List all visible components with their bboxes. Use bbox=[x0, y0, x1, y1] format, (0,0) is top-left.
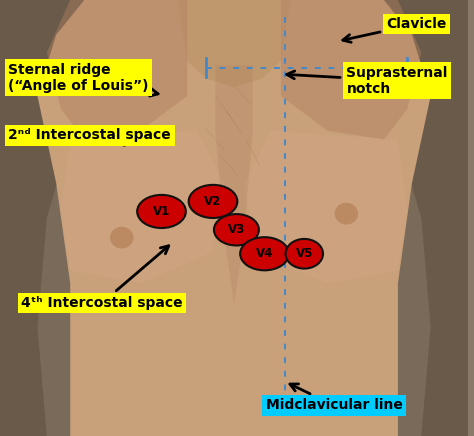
Circle shape bbox=[335, 203, 358, 225]
Text: V2: V2 bbox=[204, 195, 222, 208]
Polygon shape bbox=[365, 0, 468, 436]
Text: Sternal ridge
(“Angle of Louis”): Sternal ridge (“Angle of Louis”) bbox=[9, 62, 158, 96]
Text: V4: V4 bbox=[256, 247, 273, 260]
Circle shape bbox=[110, 227, 133, 249]
Polygon shape bbox=[178, 0, 290, 87]
Ellipse shape bbox=[137, 195, 186, 228]
Polygon shape bbox=[281, 0, 421, 140]
Text: V3: V3 bbox=[228, 223, 245, 236]
Text: V5: V5 bbox=[296, 247, 313, 260]
Ellipse shape bbox=[285, 239, 323, 269]
Ellipse shape bbox=[214, 214, 259, 245]
Polygon shape bbox=[0, 0, 103, 436]
Polygon shape bbox=[61, 131, 225, 283]
Text: Suprasternal
notch: Suprasternal notch bbox=[287, 65, 448, 96]
Polygon shape bbox=[244, 131, 407, 283]
Polygon shape bbox=[215, 65, 253, 305]
Text: 2ⁿᵈ Intercostal space: 2ⁿᵈ Intercostal space bbox=[9, 128, 171, 145]
Text: Clavicle: Clavicle bbox=[343, 17, 447, 42]
Polygon shape bbox=[37, 0, 431, 436]
Ellipse shape bbox=[240, 237, 289, 270]
Ellipse shape bbox=[189, 185, 237, 218]
Text: Midclavicular line: Midclavicular line bbox=[266, 384, 403, 412]
Text: V1: V1 bbox=[153, 205, 170, 218]
Text: 4ᵗʰ Intercostal space: 4ᵗʰ Intercostal space bbox=[21, 246, 182, 310]
Polygon shape bbox=[47, 0, 187, 140]
